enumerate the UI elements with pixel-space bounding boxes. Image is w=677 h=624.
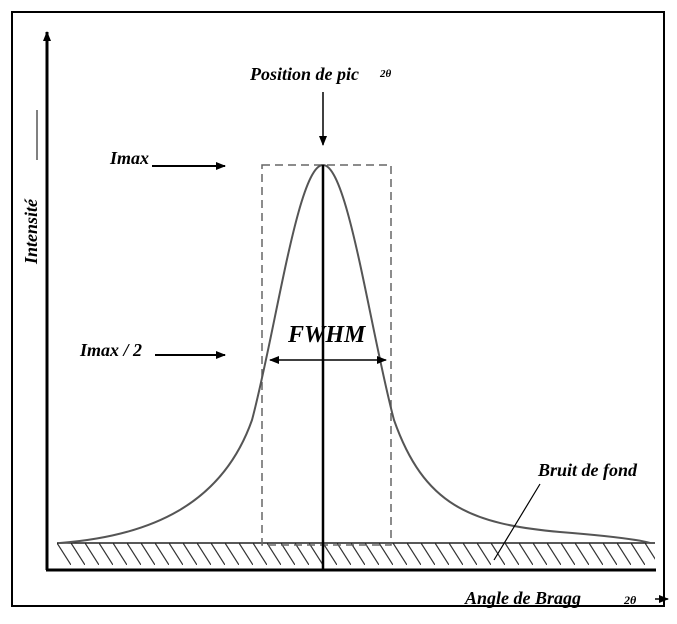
background-label: Bruit de fond [537,460,638,480]
x-axis-symbol: 2θ [623,593,637,607]
frame [11,11,665,607]
fwhm-label: FWHM [287,322,367,348]
peak-position-label: Position de pic [249,64,359,84]
background-pointer [493,483,541,561]
x-axis-label: Angle de Bragg [464,588,581,608]
imax-label: Imax [109,148,149,168]
peak-position-symbol: 2θ [379,68,392,80]
dashed-box [261,164,392,546]
background-hatch [57,543,655,565]
y-axis-label: Intensité [21,198,41,265]
peak-curve [59,163,651,544]
imax-half-label: Imax / 2 [79,340,142,360]
